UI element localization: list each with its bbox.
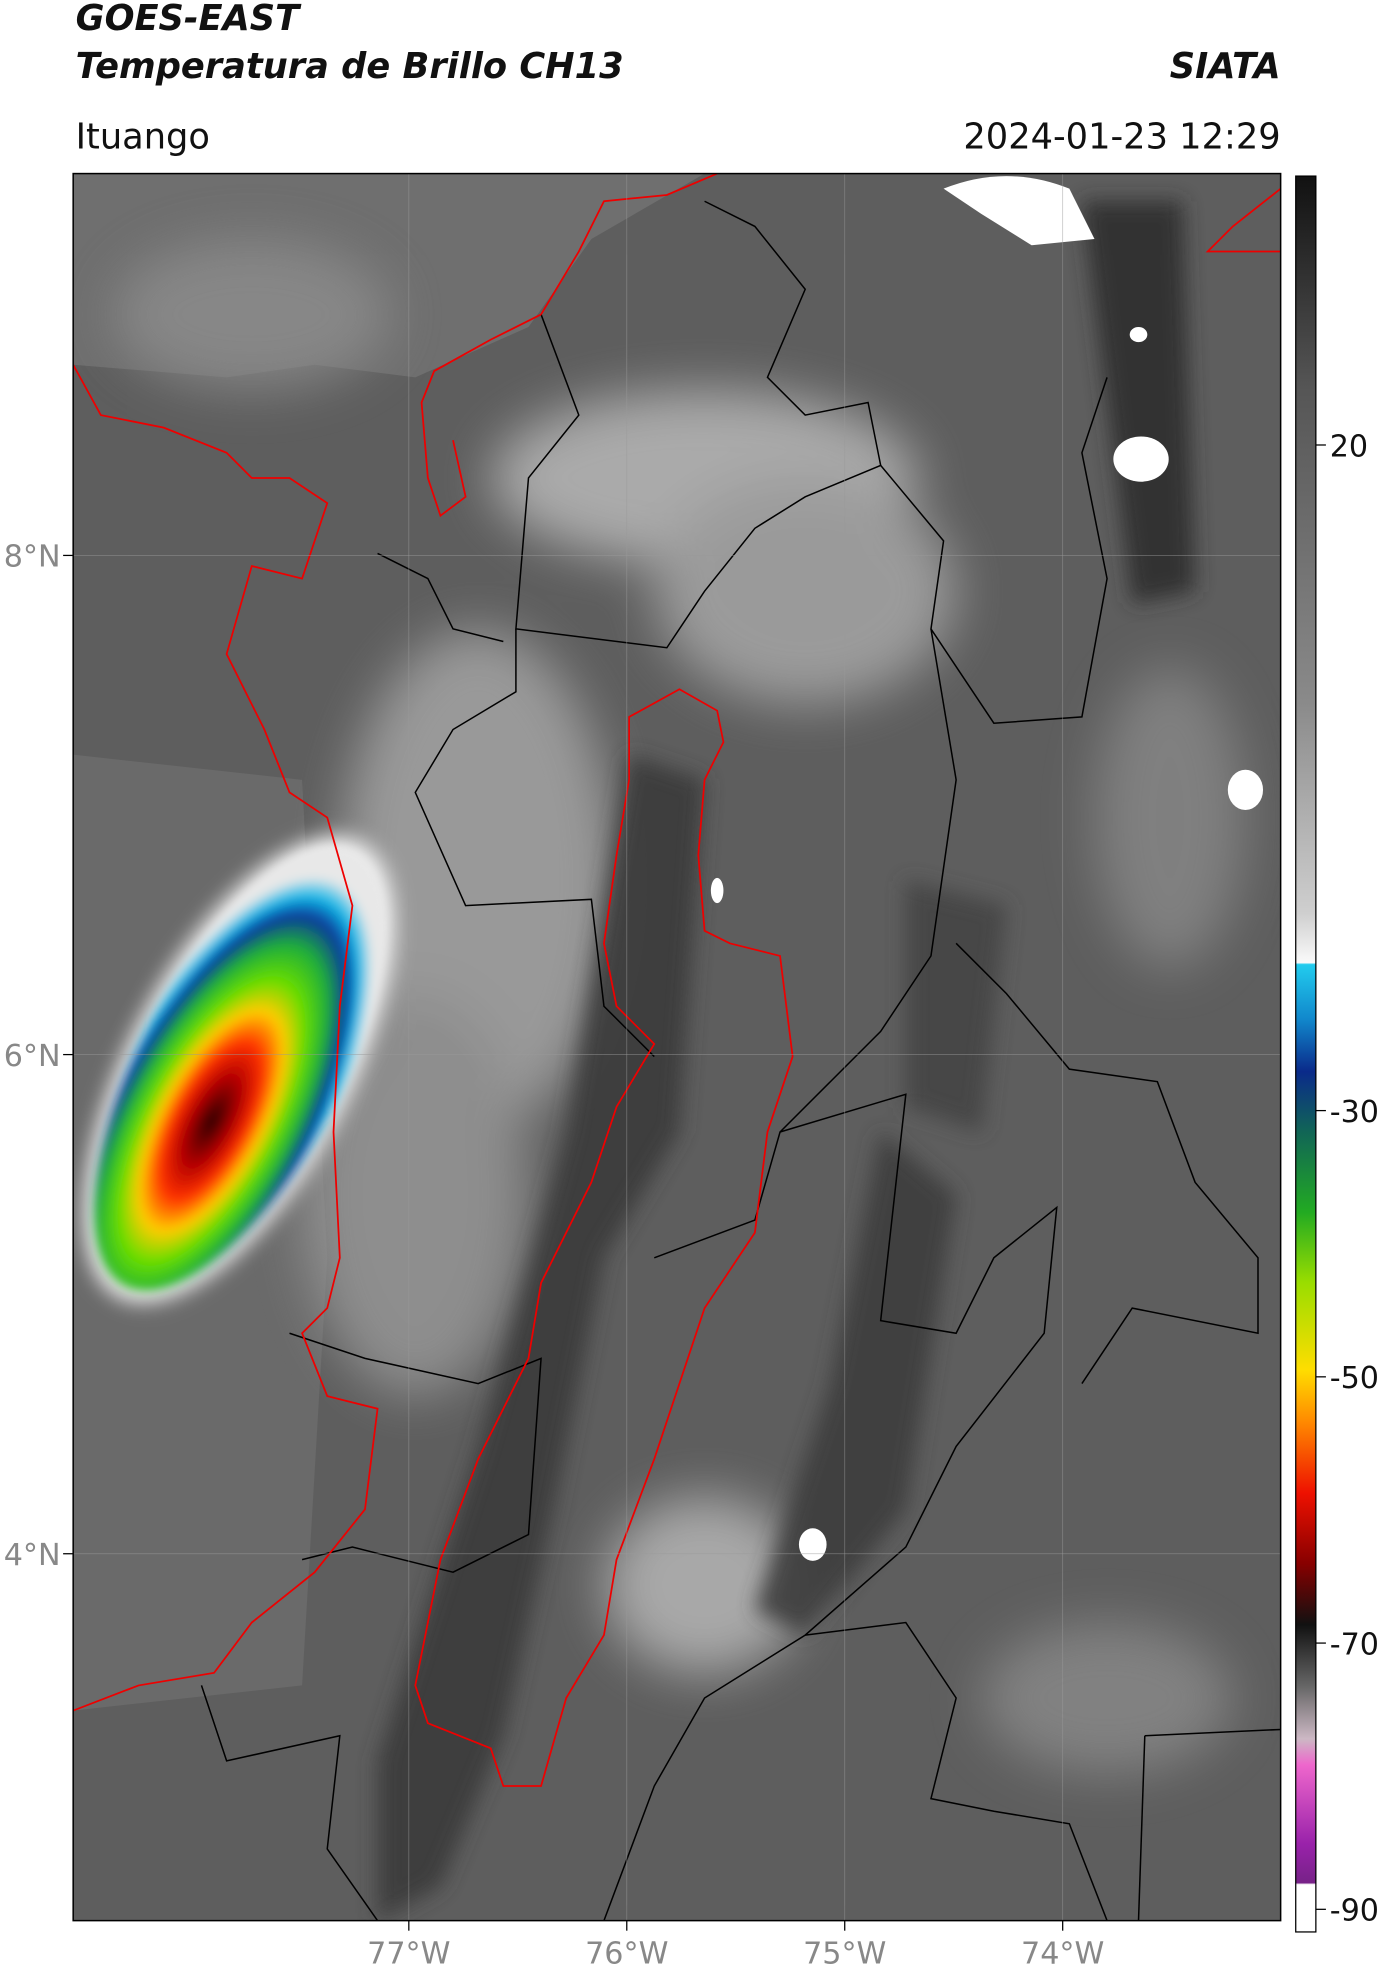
colorbar-tick-label: -70 — [1330, 1627, 1379, 1662]
x-tick-label: 75°W — [803, 1936, 886, 1971]
subtitle: Temperatura de Brillo CH13 — [76, 46, 624, 87]
y-tick-label: 4°N — [4, 1538, 61, 1573]
map-imagery — [73, 173, 1281, 1921]
x-tick-label: 74°W — [1021, 1936, 1104, 1971]
y-tick-label: 6°N — [4, 1039, 61, 1074]
title: GOES-EAST — [76, 0, 302, 39]
colorbar-tick-label: -50 — [1330, 1361, 1379, 1396]
colorbar — [1295, 175, 1317, 1933]
colorbar-tick-label: -30 — [1330, 1095, 1379, 1130]
source: SIATA — [1170, 46, 1281, 87]
colorbar-ticks: 20 -30 -50 -70 -90 — [1315, 429, 1379, 1929]
axes: 77°W 76°W 75°W 74°W 8°N 6°N 4°N — [4, 540, 1105, 1972]
colorbar-tick-label: 20 — [1330, 429, 1368, 464]
x-tick-label: 76°W — [585, 1936, 668, 1971]
colorbar-tick-label: -90 — [1330, 1894, 1379, 1929]
y-tick-label: 8°N — [4, 540, 61, 575]
x-tick-label: 77°W — [367, 1936, 450, 1971]
datetime: 2024-01-23 12:29 — [963, 116, 1280, 157]
region: Ituango — [76, 116, 210, 157]
graticule — [73, 173, 1281, 1921]
map-frame — [72, 172, 1282, 1922]
